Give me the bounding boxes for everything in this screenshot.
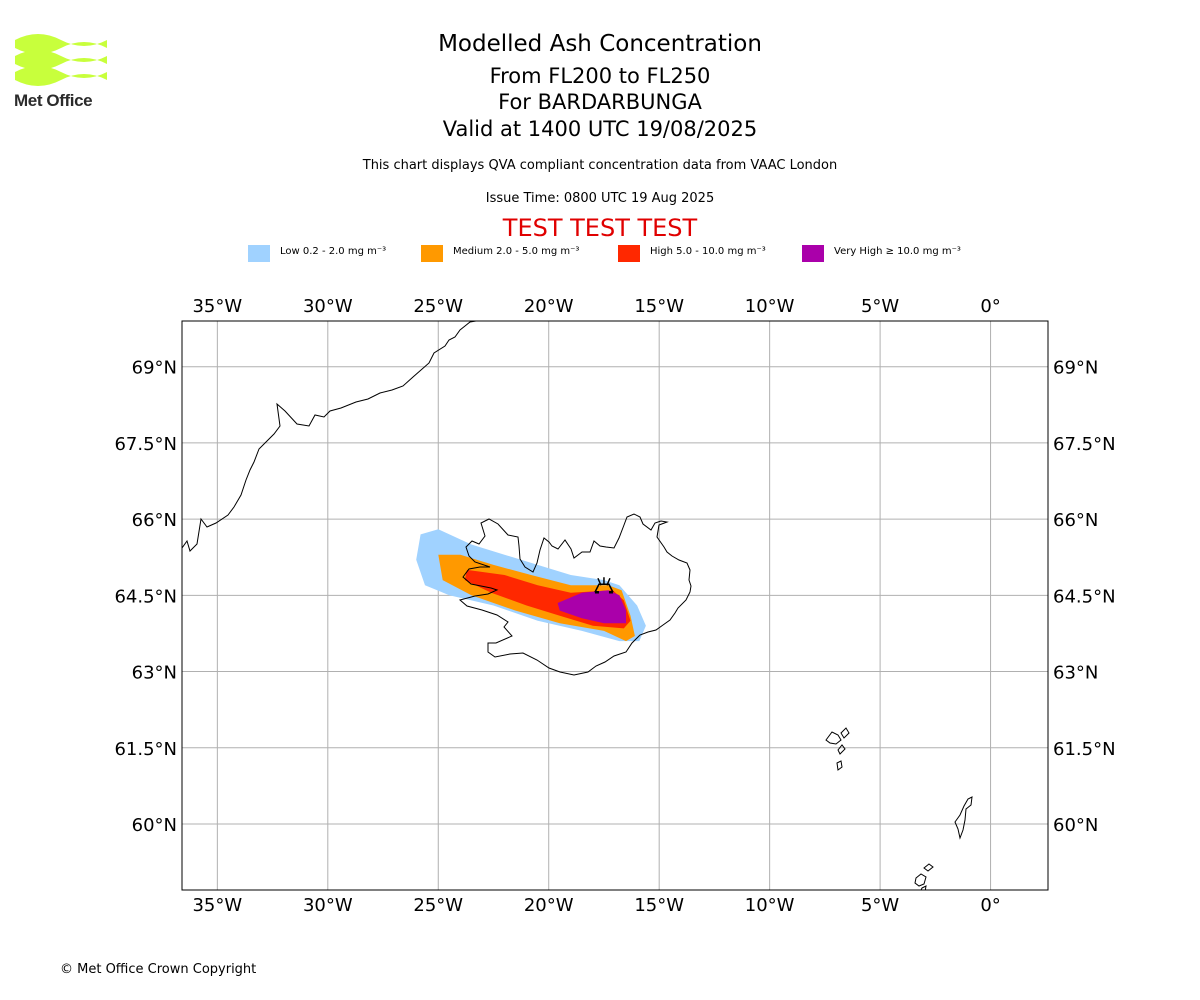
orkney-coastline bbox=[914, 863, 934, 890]
lat-tick-label-right: 63°N bbox=[1053, 663, 1098, 684]
legend-swatch-medium bbox=[421, 245, 443, 262]
lat-tick-label-right: 61.5°N bbox=[1053, 739, 1116, 760]
lat-tick-label-left: 66°N bbox=[132, 510, 177, 531]
legend-label-medium: Medium 2.0 - 5.0 mg m⁻³ bbox=[453, 246, 580, 257]
lon-tick-label-bottom: 35°W bbox=[192, 895, 242, 916]
legend-label-high: High 5.0 - 10.0 mg m⁻³ bbox=[650, 246, 766, 257]
faroe-islands-coastline bbox=[825, 727, 850, 771]
lat-tick-label-left: 69°N bbox=[132, 358, 177, 379]
valid-time-subtitle: Valid at 1400 UTC 19/08/2025 bbox=[442, 117, 758, 141]
iceland-coastline bbox=[458, 513, 692, 676]
greenland-coastline bbox=[182, 321, 477, 552]
legend-swatch-low bbox=[248, 245, 270, 262]
graticule bbox=[182, 321, 1048, 890]
volcano-marker bbox=[594, 577, 614, 594]
legend-label-very-high: Very High ≥ 10.0 mg m⁻³ bbox=[834, 246, 961, 257]
chart-title: Modelled Ash Concentration bbox=[438, 31, 762, 57]
ash-contour-very-high bbox=[557, 590, 626, 624]
ash-concentration-layer bbox=[416, 529, 646, 642]
wave-logo-icon bbox=[15, 34, 107, 86]
lon-tick-label-top: 20°W bbox=[524, 296, 574, 317]
lat-tick-label-left: 67.5°N bbox=[114, 434, 177, 455]
lon-tick-label-bottom: 30°W bbox=[303, 895, 353, 916]
copyright-notice: © Met Office Crown Copyright bbox=[60, 962, 257, 977]
legend-swatch-very-high bbox=[802, 245, 824, 262]
legend-swatch-high bbox=[618, 245, 640, 262]
test-banner: TEST TEST TEST bbox=[502, 214, 698, 242]
legend-label-low: Low 0.2 - 2.0 mg m⁻³ bbox=[280, 246, 387, 257]
volcano-subtitle: For BARDARBUNGA bbox=[498, 90, 702, 114]
lat-tick-label-left: 60°N bbox=[132, 815, 177, 836]
lat-tick-label-right: 69°N bbox=[1053, 358, 1098, 379]
lon-tick-label-bottom: 20°W bbox=[524, 895, 574, 916]
lon-tick-label-top: 25°W bbox=[413, 296, 463, 317]
lon-tick-label-top: 30°W bbox=[303, 296, 353, 317]
flight-level-subtitle: From FL200 to FL250 bbox=[489, 64, 711, 88]
lon-tick-label-top: 10°W bbox=[745, 296, 795, 317]
lon-tick-label-bottom: 15°W bbox=[634, 895, 684, 916]
lat-tick-label-right: 64.5°N bbox=[1053, 586, 1116, 607]
coastlines bbox=[182, 321, 973, 890]
chart-description: This chart displays QVA compliant concen… bbox=[362, 158, 838, 173]
lon-tick-label-top: 15°W bbox=[634, 296, 684, 317]
lat-tick-label-right: 66°N bbox=[1053, 510, 1098, 531]
lat-tick-label-left: 63°N bbox=[132, 663, 177, 684]
logo-text: Met Office bbox=[14, 91, 93, 110]
lat-tick-label-right: 67.5°N bbox=[1053, 434, 1116, 455]
lon-tick-label-bottom: 5°W bbox=[861, 895, 899, 916]
lon-tick-label-top: 35°W bbox=[192, 296, 242, 317]
lat-tick-label-left: 61.5°N bbox=[114, 739, 177, 760]
lon-tick-label-top: 0° bbox=[980, 296, 1000, 317]
lat-tick-label-left: 64.5°N bbox=[114, 586, 177, 607]
lon-tick-label-top: 5°W bbox=[861, 296, 899, 317]
map-frame bbox=[181, 320, 1049, 891]
volcano-icon bbox=[594, 577, 614, 593]
lat-tick-label-right: 60°N bbox=[1053, 815, 1098, 836]
lon-tick-label-bottom: 0° bbox=[980, 895, 1000, 916]
lon-tick-label-bottom: 10°W bbox=[745, 895, 795, 916]
met-office-logo: Met Office bbox=[14, 30, 109, 112]
lon-tick-label-bottom: 25°W bbox=[413, 895, 463, 916]
issue-time: Issue Time: 0800 UTC 19 Aug 2025 bbox=[485, 191, 715, 206]
shetland-coastline bbox=[954, 796, 973, 840]
axis-tick-labels: 35°W 35°W 30°W 30°W 25°W 25°W 20°W 20°W 15°W 15°W… bbox=[114, 296, 1115, 916]
